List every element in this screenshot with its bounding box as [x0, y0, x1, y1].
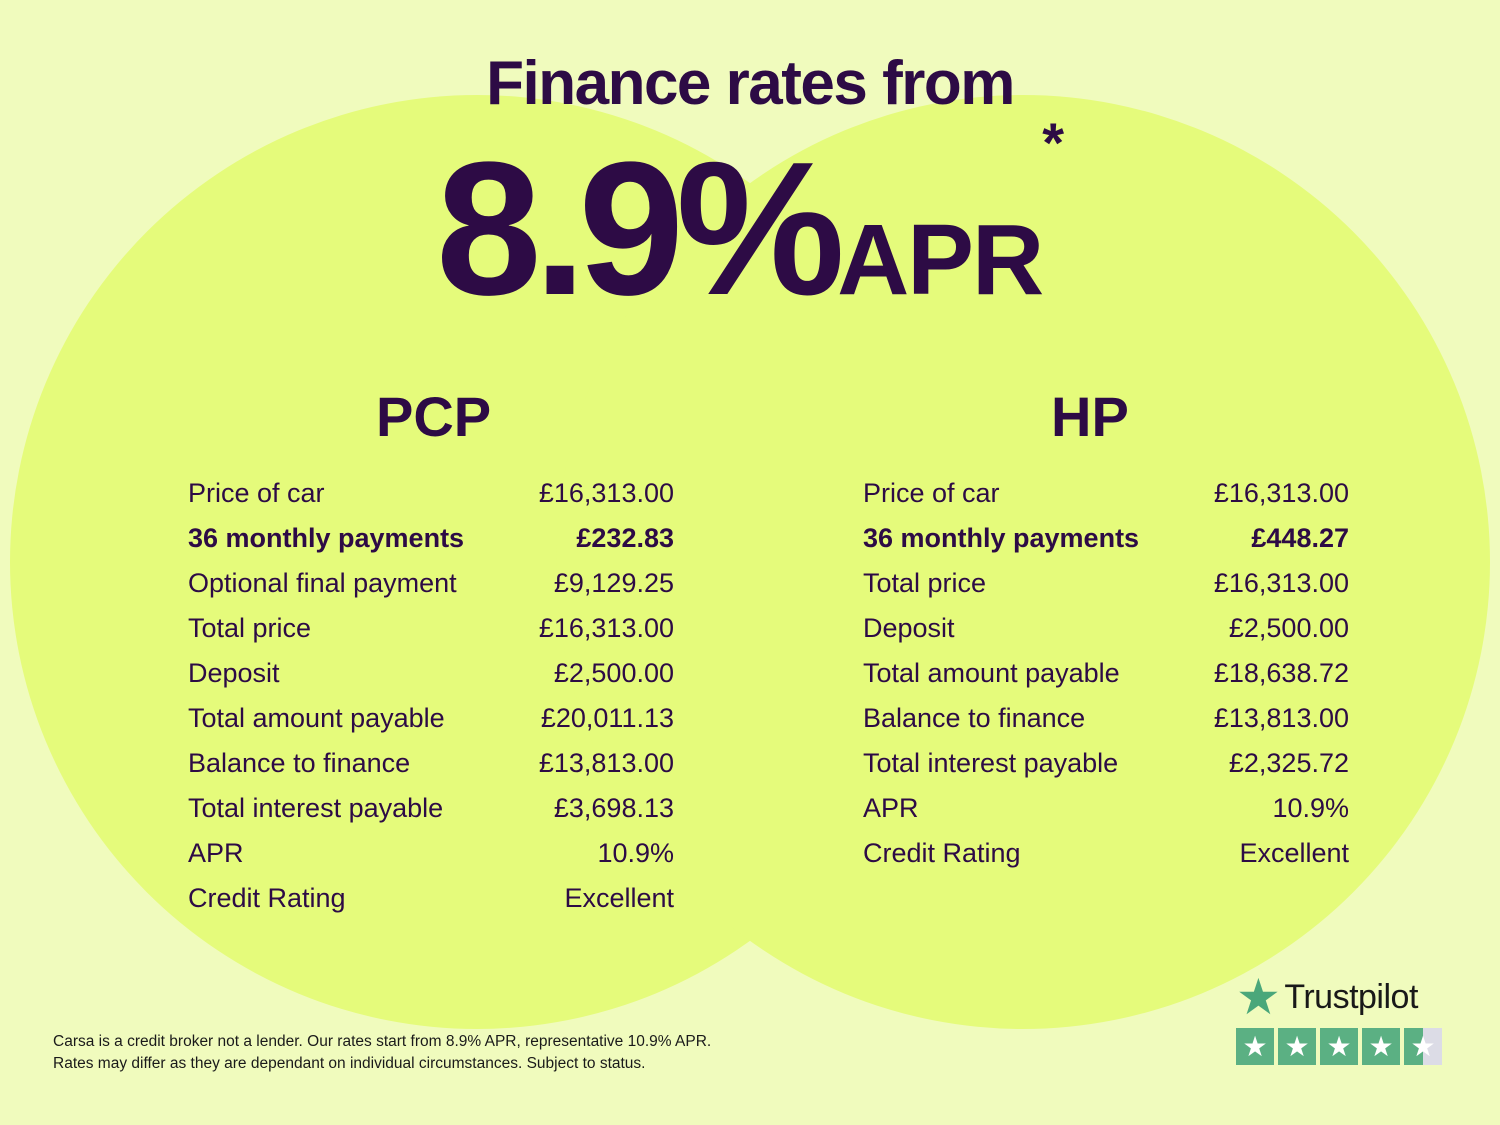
row-value: £20,011.13 — [540, 703, 674, 733]
row-value: £16,313.00 — [538, 478, 674, 508]
row-value: £2,500.00 — [553, 658, 674, 688]
star-icon: ★ — [1236, 1028, 1274, 1065]
row-value: 10.9% — [597, 838, 674, 868]
hp-table: HP Price of car £16,313.00 36 monthly paym… — [863, 385, 1349, 876]
row-value: £16,313.00 — [1213, 568, 1349, 598]
row-label: Deposit — [188, 658, 280, 688]
row-label: Credit Rating — [188, 883, 346, 913]
row-label: Price of car — [188, 478, 325, 508]
row-value: £9,129.25 — [553, 568, 674, 598]
trustpilot-star-icon: ★ — [1236, 969, 1281, 1025]
table-row: Total price £16,313.00 — [188, 606, 674, 651]
table-row: Price of car £16,313.00 — [863, 471, 1349, 516]
disclaimer: Carsa is a credit broker not a lender. O… — [53, 1031, 711, 1075]
pcp-title: PCP — [376, 385, 492, 448]
headline: Finance rates from — [486, 49, 1015, 118]
row-label: Total interest payable — [863, 748, 1119, 778]
row-label: Optional final payment — [188, 568, 457, 598]
row-label: 36 monthly payments — [863, 523, 1140, 553]
row-value: £2,500.00 — [1228, 613, 1349, 643]
row-value: £16,313.00 — [1213, 478, 1349, 508]
asterisk: * — [1042, 111, 1064, 174]
table-row: Total interest payable £3,698.13 — [188, 786, 674, 831]
rate-value: 8.9% — [435, 123, 845, 335]
table-row: Deposit £2,500.00 — [188, 651, 674, 696]
trustpilot-name: Trustpilot — [1284, 977, 1418, 1016]
row-value: £448.27 — [1251, 523, 1349, 553]
row-label: Balance to finance — [188, 748, 411, 778]
row-value: 10.9% — [1272, 793, 1349, 823]
row-label: APR — [188, 838, 244, 868]
row-value: Excellent — [1239, 838, 1349, 868]
row-value: £3,698.13 — [553, 793, 674, 823]
row-label: Price of car — [863, 478, 1000, 508]
table-row: 36 monthly payments £232.83 — [188, 516, 674, 561]
trustpilot-rating: ★ ★ ★ ★ ★ — [1236, 1028, 1442, 1065]
rate-display: 8.9%APR * — [0, 111, 1500, 338]
table-row: Price of car £16,313.00 — [188, 471, 674, 516]
star-icon: ★ — [1278, 1028, 1316, 1065]
apr-label: APR — [837, 204, 1044, 316]
row-value: £18,638.72 — [1213, 658, 1349, 688]
table-row: APR 10.9% — [863, 786, 1349, 831]
row-label: Total interest payable — [188, 793, 444, 823]
row-value: £13,813.00 — [1213, 703, 1349, 733]
table-row: APR 10.9% — [188, 831, 674, 876]
table-row: Credit Rating Excellent — [863, 831, 1349, 876]
trustpilot-logo: ★ Trustpilot — [1236, 972, 1442, 1022]
row-label: Deposit — [863, 613, 955, 643]
row-label: Total amount payable — [188, 703, 445, 733]
pcp-table: PCP Price of car £16,313.00 36 monthly pay… — [188, 385, 674, 921]
row-label: Total price — [188, 613, 312, 643]
disclaimer-line: Carsa is a credit broker not a lender. O… — [53, 1033, 712, 1050]
row-label: Credit Rating — [863, 838, 1021, 868]
row-label: Balance to finance — [863, 703, 1086, 733]
row-value: Excellent — [564, 883, 674, 913]
table-row: Total interest payable £2,325.72 — [863, 741, 1349, 786]
star-icon: ★ — [1362, 1028, 1400, 1065]
table-row: 36 monthly payments £448.27 — [863, 516, 1349, 561]
star-icon: ★ — [1404, 1028, 1442, 1065]
row-value: £2,325.72 — [1228, 748, 1349, 778]
table-row: Total price £16,313.00 — [863, 561, 1349, 606]
table-row: Total amount payable £18,638.72 — [863, 651, 1349, 696]
table-row: Balance to finance £13,813.00 — [863, 696, 1349, 741]
star-icon: ★ — [1320, 1028, 1358, 1065]
disclaimer-line: Rates may differ as they are dependant o… — [53, 1055, 646, 1072]
row-value: £16,313.00 — [538, 613, 674, 643]
row-value: £13,813.00 — [538, 748, 674, 778]
table-row: Deposit £2,500.00 — [863, 606, 1349, 651]
row-label: Total price — [863, 568, 987, 598]
table-row: Balance to finance £13,813.00 — [188, 741, 674, 786]
row-label: 36 monthly payments — [188, 523, 465, 553]
row-label: Total amount payable — [863, 658, 1120, 688]
table-row: Total amount payable £20,011.13 — [188, 696, 674, 741]
hp-title: HP — [1051, 385, 1129, 448]
row-label: APR — [863, 793, 919, 823]
background-circle-right — [556, 95, 1490, 1029]
table-row: Optional final payment £9,129.25 — [188, 561, 674, 606]
trustpilot-badge: ★ Trustpilot ★ ★ ★ ★ ★ — [1236, 972, 1442, 1065]
row-value: £232.83 — [576, 523, 674, 553]
table-row: Credit Rating Excellent — [188, 876, 674, 921]
